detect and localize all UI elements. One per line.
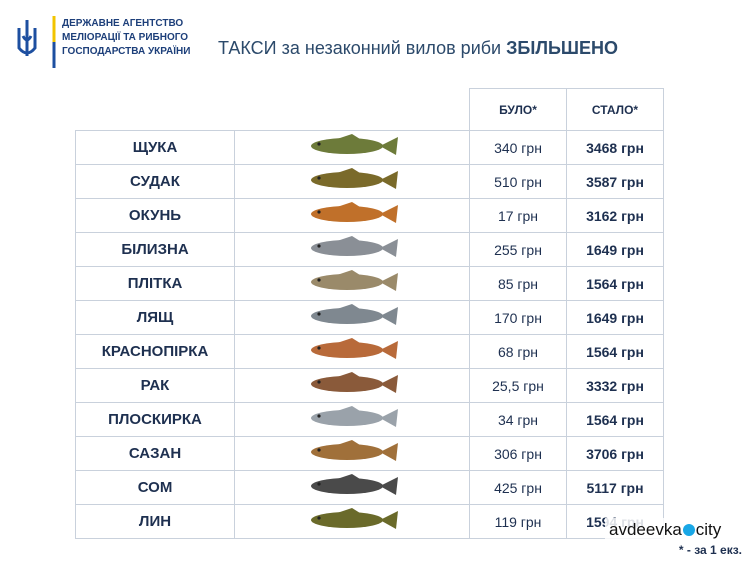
fish-name: ПЛІТКА: [75, 266, 235, 301]
old-rate: 68 грн: [469, 334, 567, 369]
old-rate: 119 грн: [469, 504, 567, 539]
fish-image: [234, 232, 470, 267]
agency: ДЕРЖАВНЕ АГЕНТСТВО МЕЛІОРАЦІЇ ТА РИБНОГО…: [62, 17, 190, 59]
old-rate: 170 грн: [469, 300, 567, 335]
fish-image: [234, 436, 470, 471]
fish-icon: [311, 338, 398, 359]
blank-cell: [235, 89, 470, 131]
table-row: СУДАК 510 грн 3587 грн: [75, 164, 664, 199]
table-row: ЛЯЩ 170 грн 1649 грн: [75, 300, 664, 335]
fish-image: [234, 402, 470, 437]
new-rate: 1564 грн: [566, 266, 664, 301]
fish-name: РАК: [75, 368, 235, 403]
old-rate: 340 грн: [469, 130, 567, 165]
fish-name: КРАСНОПІРКА: [75, 334, 235, 369]
table-row: САЗАН 306 грн 3706 грн: [75, 436, 664, 471]
fish-name: СУДАК: [75, 164, 235, 199]
agency-line: ДЕРЖАВНЕ АГЕНТСТВО: [62, 18, 184, 29]
footnote: * - за 1 екз.: [678, 543, 742, 557]
fish-icon: [311, 134, 398, 155]
fish-name: СОМ: [75, 470, 235, 505]
old-rate: 306 грн: [469, 436, 567, 471]
new-rate: 1564 грн: [566, 334, 664, 369]
new-rate: 3162 грн: [566, 198, 664, 233]
fish-icon: [311, 440, 398, 461]
blank-cell: [76, 89, 235, 131]
fish-icon: [311, 236, 398, 257]
table-row: ПЛОСКИРКА 34 грн 1564 грн: [75, 402, 664, 437]
fish-name: БІЛИЗНА: [75, 232, 235, 267]
column-header: СТАЛО*: [566, 88, 664, 131]
watermark-icon: [682, 524, 695, 536]
table-row: ЩУКА 340 грн 3468 грн: [75, 130, 664, 165]
fish-image: [234, 266, 470, 301]
watermark-left: avdeevka: [609, 520, 682, 539]
title-text: ТАКСИ за незаконний вилов риби: [218, 38, 502, 58]
fish-image: [234, 198, 470, 233]
title: ТАКСИ за незаконний вилов риби ЗБІЛЬШЕНО: [218, 38, 618, 59]
new-rate: 3468 грн: [566, 130, 664, 165]
old-rate: 25,5 грн: [469, 368, 567, 403]
fish-name: ЛЯЩ: [75, 300, 235, 335]
fish-icon: [311, 270, 398, 291]
fish-icon: [311, 406, 398, 427]
old-rate: 17 грн: [469, 198, 567, 233]
header-row: БУЛО* СТАЛО*: [76, 88, 664, 131]
fish-icon: [311, 474, 398, 495]
fish-image: [234, 334, 470, 369]
title-emphasis: ЗБІЛЬШЕНО: [506, 38, 619, 58]
fish-icon: [311, 304, 398, 325]
fish-icon: [311, 168, 398, 189]
table-row: КРАСНОПІРКА 68 грн 1564 грн: [75, 334, 664, 369]
fish-image: [234, 368, 470, 403]
old-rate: 510 грн: [469, 164, 567, 199]
watermark-right: city: [695, 520, 722, 539]
fish-icon: [311, 202, 398, 223]
agency-line: МЕЛІОРАЦІЇ ТА РИБНОГО: [62, 32, 189, 43]
old-rate: 85 грн: [469, 266, 567, 301]
table-row: БІЛИЗНА 255 грн 1649 грн: [75, 232, 664, 267]
new-rate: 1649 грн: [566, 232, 664, 267]
new-rate: 1649 грн: [566, 300, 664, 335]
table-row: РАК 25,5 грн 3332 грн: [75, 368, 664, 403]
agency-line: ГОСПОДАРСТВА УКРАЇНИ: [62, 46, 191, 57]
tax-table: БУЛО* СТАЛО* ЩУКА 340 грн 3468 грн СУДАК 510 г…: [75, 88, 664, 539]
fish-image: [234, 504, 470, 539]
new-rate: 5117 грн: [566, 470, 664, 505]
table-row: ПЛІТКА 85 грн 1564 грн: [75, 266, 664, 301]
new-rate: 3706 грн: [566, 436, 664, 471]
table-row: СОМ 425 грн 5117 грн: [75, 470, 664, 505]
fish-image: [234, 130, 470, 165]
watermark: avdeevka city: [605, 518, 726, 542]
table-row: ОКУНЬ 17 грн 3162 грн: [75, 198, 664, 233]
old-rate: 255 грн: [469, 232, 567, 267]
new-rate: 3587 грн: [566, 164, 664, 199]
new-rate: 3332 грн: [566, 368, 664, 403]
logo: [17, 16, 56, 68]
column-header: БУЛО*: [469, 88, 567, 131]
fish-image: [234, 470, 470, 505]
fish-image: [234, 164, 470, 199]
fish-name: ЛИН: [75, 504, 235, 539]
fish-name: САЗАН: [75, 436, 235, 471]
fish-icon: [311, 372, 398, 393]
fish-icon: [311, 508, 398, 529]
fish-name: ОКУНЬ: [75, 198, 235, 233]
old-rate: 34 грн: [469, 402, 567, 437]
fish-name: ПЛОСКИРКА: [75, 402, 235, 437]
new-rate: 1564 грн: [566, 402, 664, 437]
fish-image: [234, 300, 470, 335]
fish-name: ЩУКА: [75, 130, 235, 165]
old-rate: 425 грн: [469, 470, 567, 505]
